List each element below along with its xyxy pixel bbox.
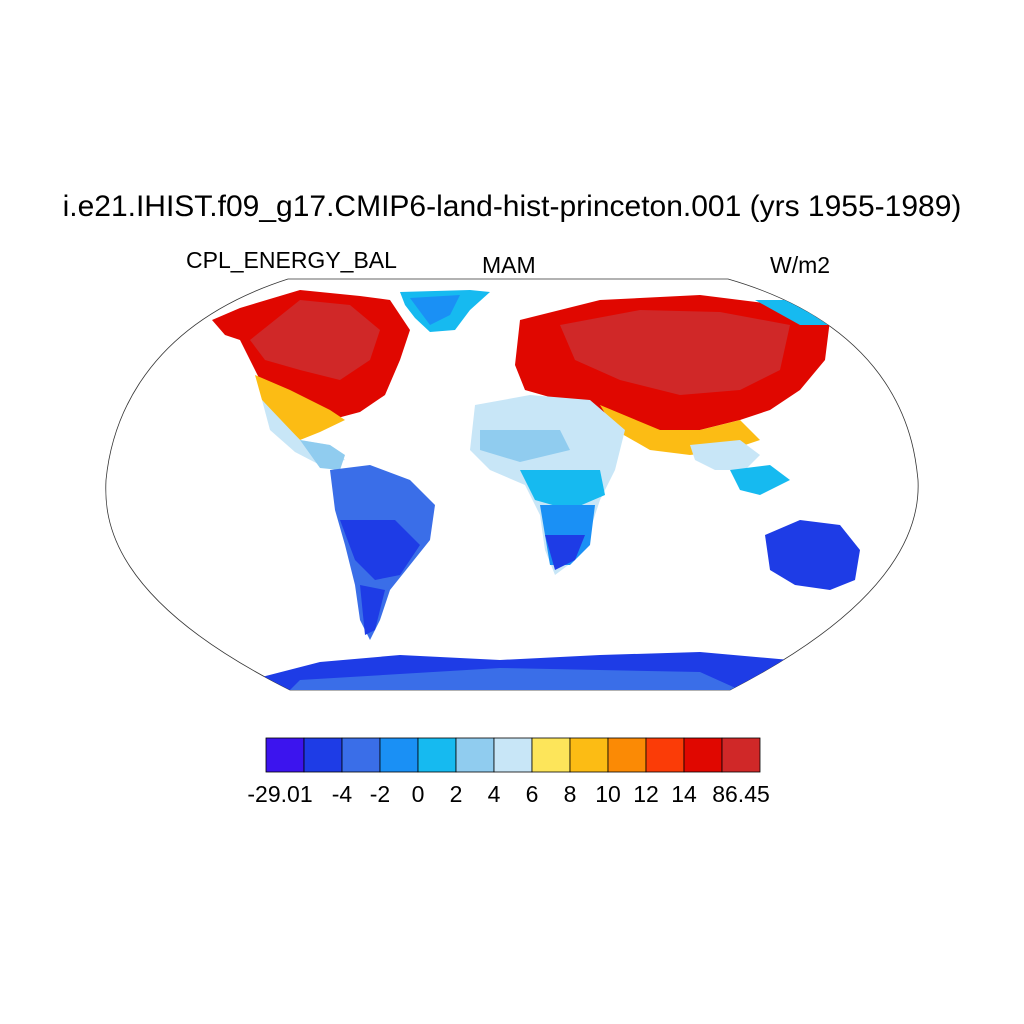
colorbar-tick-label: 4 [487,781,501,807]
colorbar-tick-label: -2 [369,781,391,807]
colorbar-tick-label: 6 [525,781,539,807]
colorbar-swatch [493,737,533,773]
colorbar-tick-label: 10 [595,781,621,807]
colorbar-swatch [341,737,381,773]
greenland-landmass [400,290,490,332]
colorbar-tick-label: -4 [331,781,353,807]
colorbar-swatch [569,737,609,773]
eurasia-landmass [515,295,830,495]
colorbar-swatch [417,737,457,773]
colorbar-swatch [379,737,419,773]
colorbar-tick-label: 8 [563,781,577,807]
australia-landmass [765,520,860,590]
season-label: MAM [482,252,536,278]
colorbar-tick-label: -29.01 [247,781,313,807]
colorbar-swatch [607,737,647,773]
antarctica-landmass [250,652,790,690]
colorbar-tick-label: 86.45 [712,781,770,807]
colorbar-tick-label: 12 [633,781,659,807]
units-label: W/m2 [770,252,831,278]
colorbar-swatch [303,737,343,773]
colorbar-tick-label: 2 [449,781,463,807]
colorbar-swatch [531,737,571,773]
colorbar-swatch [455,737,495,773]
north-america-landmass [212,290,410,470]
colorbar-swatch [265,737,305,773]
variable-label: CPL_ENERGY_BAL [186,247,397,273]
colorbar-swatch [645,737,685,773]
colorbar-swatch [721,737,761,773]
plot-title: i.e21.IHIST.f09_g17.CMIP6-land-hist-prin… [62,190,962,223]
colorbar-tick-label: 14 [671,781,697,807]
colorbar-swatch [683,737,723,773]
colorbar-tick-label: 0 [411,781,425,807]
south-america-landmass [330,465,435,640]
colorbar [265,737,761,773]
africa-landmass [470,395,625,575]
